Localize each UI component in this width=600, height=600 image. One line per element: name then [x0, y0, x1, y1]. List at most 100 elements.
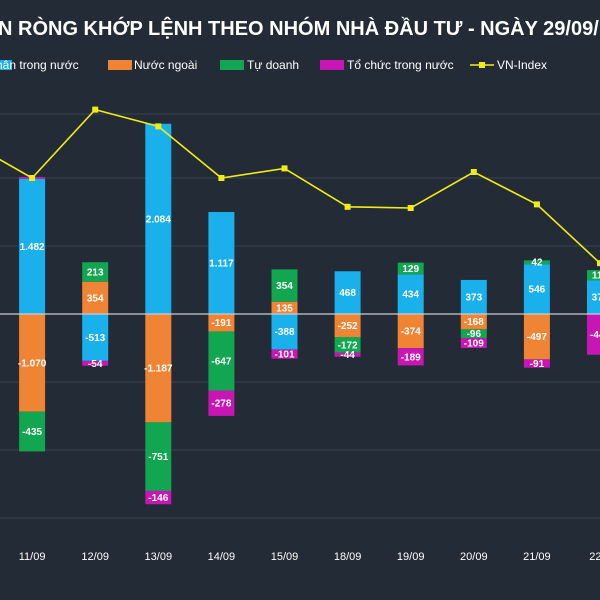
- x-tick-label: 15/09: [271, 551, 299, 563]
- x-tick-label: 19/09: [397, 551, 425, 563]
- data-label: 110: [592, 271, 600, 282]
- data-label: 135: [276, 303, 293, 314]
- data-label: -172: [338, 340, 358, 351]
- vnindex-point: [344, 203, 351, 210]
- data-label: -189: [401, 352, 421, 363]
- legend-item-4: Tổ chức trong nước: [320, 58, 454, 72]
- bar: [271, 314, 298, 350]
- bar: [523, 260, 550, 265]
- bar: [208, 331, 235, 391]
- chart-title: N RÒNG KHỚP LỆNH THEO NHÓM NHÀ ĐẦU TƯ - …: [0, 16, 599, 40]
- legend-item-3: Tự doanh: [220, 58, 299, 72]
- data-label: 213: [87, 267, 104, 278]
- bar: [271, 301, 298, 314]
- bar: [587, 270, 600, 281]
- bar: [145, 314, 172, 423]
- data-label: -168: [464, 317, 484, 328]
- legend-swatch: [220, 60, 244, 70]
- data-label: -513: [85, 333, 105, 344]
- data-label: -388: [274, 327, 294, 338]
- x-tick-label: 22/0: [589, 551, 600, 563]
- data-label: -44: [340, 350, 355, 361]
- x-tick-label: 13/09: [145, 551, 173, 563]
- bar: [523, 264, 550, 314]
- data-label: -1.187: [144, 364, 173, 375]
- bar: [397, 314, 424, 349]
- data-label: -374: [401, 327, 421, 338]
- bar: [460, 338, 487, 349]
- legend-item-1: hân trong nước: [0, 58, 79, 72]
- bar: [19, 314, 46, 412]
- data-label: -497: [527, 332, 547, 343]
- bar: [145, 490, 172, 505]
- data-labels: 1.482 -1.070 -435 -513 354 213 -54 2.084 -1.187 -…: [18, 214, 600, 504]
- data-label: -109: [464, 339, 484, 350]
- data-label: 1.117: [209, 259, 234, 270]
- bar: [334, 352, 361, 357]
- bar: [271, 349, 298, 359]
- x-tick-label: 12/09: [81, 551, 109, 563]
- vnindex-point: [597, 260, 600, 267]
- data-label: 373: [465, 292, 482, 303]
- legend-label: Tự doanh: [247, 58, 299, 72]
- legend-label: hân trong nước: [0, 58, 79, 72]
- x-tick-label: 18/09: [334, 551, 362, 563]
- data-label: -146: [148, 493, 168, 504]
- bar: [587, 280, 600, 314]
- legend-label: Tổ chức trong nước: [347, 58, 454, 72]
- legend-label: VN-Index: [497, 58, 547, 72]
- vnindex-point: [155, 123, 162, 130]
- vnindex-point: [281, 165, 288, 172]
- vnindex-polyline: [0, 108, 600, 267]
- x-tick-label: 21/09: [523, 551, 551, 563]
- x-axis-ticks: 11/09 12/09 13/09 14/09 15/09 18/09 19/09 20/09…: [19, 551, 600, 563]
- legend-label: Nước ngoài: [134, 58, 197, 72]
- vnindex-point: [218, 175, 225, 181]
- vnindex-point: [92, 106, 99, 113]
- bar: [334, 314, 361, 338]
- data-label: -1.070: [18, 358, 47, 369]
- data-label: 2.084: [146, 214, 171, 225]
- gridlines: [0, 113, 600, 519]
- data-label: -435: [22, 427, 42, 438]
- bar: [460, 279, 487, 314]
- legend-swatch: [0, 60, 12, 70]
- legend-item-vnindex: VN-Index: [470, 58, 547, 72]
- bar: [208, 314, 235, 332]
- bar: [82, 262, 109, 282]
- data-label: -191: [211, 318, 231, 329]
- bar: [19, 411, 46, 452]
- bar: [523, 314, 550, 360]
- bar: [19, 178, 46, 314]
- bar: [145, 123, 172, 314]
- data-label: -278: [211, 399, 231, 410]
- data-label: 354: [87, 293, 104, 304]
- legend-swatch: [320, 60, 344, 70]
- data-label: 129: [402, 264, 419, 275]
- vnindex-point: [407, 205, 414, 211]
- data-label: -101: [274, 350, 294, 361]
- bar: [208, 390, 235, 416]
- bars: [19, 123, 600, 505]
- data-label: -96: [467, 329, 482, 340]
- data-label: -54: [88, 359, 103, 370]
- vnindex-point: [29, 175, 36, 181]
- legend-swatch: [108, 60, 132, 70]
- data-label: -91: [530, 359, 545, 370]
- data-label: 354: [276, 281, 293, 292]
- bar: [208, 212, 235, 314]
- bar: [82, 360, 109, 366]
- bar: [82, 281, 109, 314]
- bar: [334, 337, 361, 353]
- data-label: -446: [590, 330, 600, 341]
- vnindex-line: [0, 106, 600, 267]
- data-label: -647: [211, 356, 231, 367]
- x-tick-label: 20/09: [460, 551, 488, 563]
- legend: hân trong nước Nước ngoài Tự doanh Tổ ch…: [0, 58, 547, 72]
- bar: [397, 274, 424, 314]
- data-label: -751: [148, 452, 168, 463]
- bar: [397, 348, 424, 366]
- legend-marker: [479, 62, 485, 68]
- data-label: -252: [338, 321, 358, 332]
